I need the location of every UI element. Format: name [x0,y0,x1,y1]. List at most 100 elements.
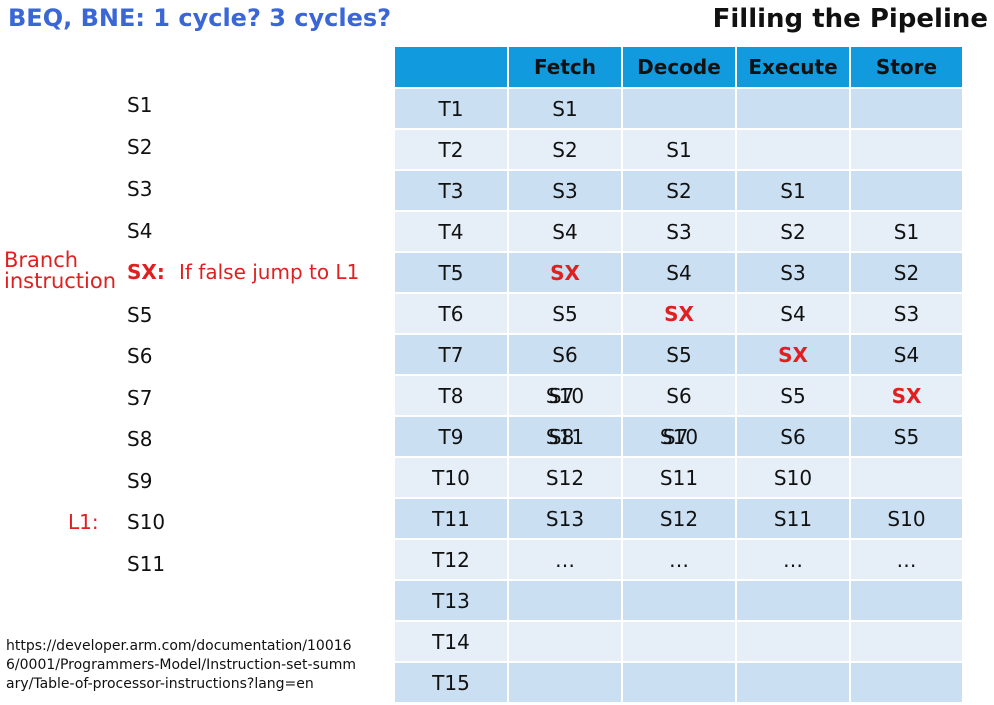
cell-value: S2 [552,137,578,162]
cell-decode: S1 [623,128,737,169]
cell-value: SX [778,342,808,367]
table-row: T14 [395,620,964,661]
cell-value: T3 [438,178,464,203]
cell-value: S12 [545,465,585,490]
instruction-s11: S11 [127,552,166,576]
instruction-sx: SX: [127,260,165,284]
cell-fetch: S13 [509,497,623,538]
cell-fetch: … [509,538,623,579]
cell-value: T2 [438,137,464,162]
cell-value: T13 [432,588,470,613]
cell-value: SX [550,260,580,285]
struck-value: S7 [548,383,575,408]
cell-time: T1 [395,87,509,128]
cell-value: S10 [659,424,699,449]
cell-execute: SX [737,333,851,374]
cell-decode: S5 [623,333,737,374]
cell-value: S1 [780,178,806,203]
cell-fetch: S1 [509,87,623,128]
cell-value: S4 [666,260,692,285]
cell-fetch: S3 [509,169,623,210]
instruction-s2: S2 [127,135,153,159]
cell-execute: S11 [737,497,851,538]
cell-value: S5 [666,342,692,367]
cell-decode: SX [623,292,737,333]
cell-time: T12 [395,538,509,579]
cell-time: T6 [395,292,509,333]
slide-heading: Filling the Pipeline [712,4,988,34]
cell-value: S6 [780,424,806,449]
cell-value: S4 [893,342,920,367]
table-row: T13 [395,579,964,620]
cell-value: S2 [780,219,806,244]
cell-execute: S5 [737,374,851,415]
cell-time: T8 [395,374,509,415]
cell-store [851,579,964,620]
instruction-s9: S9 [127,469,153,493]
cell-fetch: S12 [509,456,623,497]
cell-value: S1 [552,96,578,121]
cell-fetch [509,620,623,661]
cell-store: … [851,538,964,579]
table-row: T9 S8 S11 S7 S10 S6 S5 [395,415,964,456]
cell-store [851,661,964,702]
instruction-s5: S5 [127,303,153,327]
cell-execute [737,579,851,620]
table-row: T3 S3 S2 S1 [395,169,964,210]
cell-value: S10 [773,465,813,490]
pipeline-table: Fetch Decode Execute Store T1 S1 T2 S2 S1 T3 S… [395,47,964,702]
cell-value: … [669,547,689,572]
cell-store: S1 [851,210,964,251]
table-row: T1 S1 [395,87,964,128]
cell-time: T2 [395,128,509,169]
cell-value: SX [891,383,922,408]
cell-value: T5 [438,260,464,285]
cell-store: S3 [851,292,964,333]
cell-fetch [509,661,623,702]
cell-time: T5 [395,251,509,292]
table-row: T10 S12 S11 S10 [395,456,964,497]
cell-fetch: S2 [509,128,623,169]
cell-time: T15 [395,661,509,702]
cell-value: S4 [552,219,578,244]
cell-fetch: S6 [509,333,623,374]
cell-execute: S2 [737,210,851,251]
table-row: T5 SX S4 S3 S2 [395,251,964,292]
cell-value: S5 [552,301,578,326]
instruction-s3: S3 [127,177,153,201]
cell-time: T11 [395,497,509,538]
cell-execute: S1 [737,169,851,210]
table-row: T6 S5 SX S4 S3 [395,292,964,333]
cell-execute [737,661,851,702]
cell-value: S3 [552,178,578,203]
cell-value: S5 [893,424,920,449]
cell-value: S3 [666,219,692,244]
header-fetch: Fetch [509,47,623,87]
cell-decode [623,661,737,702]
cell-execute: … [737,538,851,579]
cell-value: S10 [887,506,926,531]
reference-url: https://developer.arm.com/documentation/… [6,638,357,692]
cell-decode: S11 [623,456,737,497]
cell-value: S6 [666,383,692,408]
cell-value: SX [664,301,694,326]
cell-decode [623,620,737,661]
header-time [395,47,509,87]
header-execute: Execute [737,47,851,87]
cell-value: S11 [545,424,585,449]
cell-value: S6 [552,342,578,367]
cell-value: S2 [666,178,692,203]
cell-fetch: S4 [509,210,623,251]
cell-value: S3 [893,301,920,326]
table-row: T7 S6 S5 SX S4 [395,333,964,374]
cell-decode: S12 [623,497,737,538]
cell-value: S11 [659,465,699,490]
instruction-s7: S7 [127,386,153,410]
cell-store: S2 [851,251,964,292]
cell-decode: S6 [623,374,737,415]
cell-value: S10 [545,383,585,408]
cell-value: S1 [893,219,920,244]
instruction-s8: S8 [127,427,153,451]
struck-value: S7 [662,424,689,449]
cell-store [851,169,964,210]
